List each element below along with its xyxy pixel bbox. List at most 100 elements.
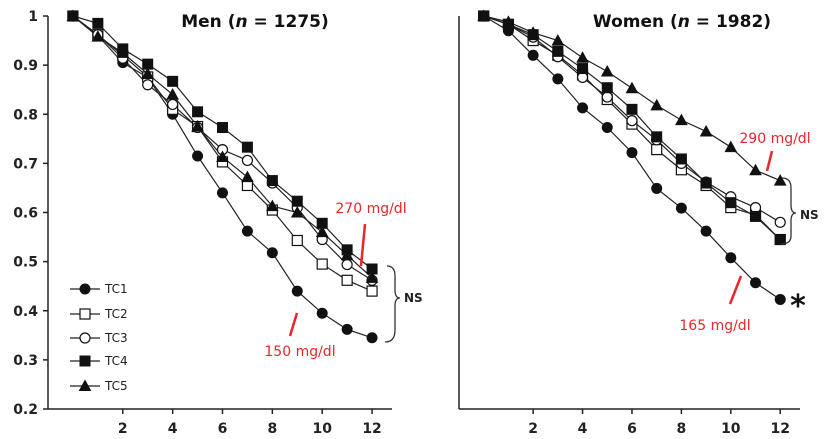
women-point-tc5	[477, 9, 491, 21]
legend-label-tc3: TC3	[104, 331, 128, 345]
women-165-pointer	[728, 275, 743, 305]
women-point-tc4	[552, 45, 564, 57]
men-x-ticks: 2 4 6 8 10 12	[118, 409, 382, 437]
women-point-tc5	[600, 64, 614, 77]
women-290-label: 290 mg/dl	[739, 131, 810, 147]
women-point-tc5	[526, 26, 540, 38]
men-point-tc5	[91, 30, 105, 42]
x-tick-label: 8	[677, 421, 687, 437]
men-point-tc2	[366, 285, 378, 297]
women-point-tc1	[651, 182, 663, 194]
men-point-tc5	[266, 199, 279, 212]
men-point-tc4	[192, 106, 204, 118]
x-tick-label: 4	[578, 421, 588, 437]
women-point-tc4	[750, 210, 762, 222]
women-point-tc1	[626, 147, 638, 159]
men-point-tc2	[316, 258, 328, 270]
y-tick-label: 0.7	[13, 156, 38, 172]
legend-label-tc5: TC5	[104, 379, 128, 393]
men-point-tc4	[266, 175, 278, 187]
legend-item-tc4: TC4	[70, 354, 128, 368]
y-tick-label: 0.9	[13, 58, 38, 74]
men-point-tc5	[216, 150, 229, 162]
x-tick-label: 12	[770, 421, 789, 437]
women-point-tc1	[577, 102, 589, 114]
x-tick-label: 2	[118, 421, 128, 437]
women-point-tc4	[626, 103, 638, 115]
y-tick-label: 1	[28, 9, 38, 25]
men-point-tc3	[142, 79, 154, 91]
legend-item-tc5: TC5	[70, 379, 128, 393]
women-point-tc3	[601, 91, 613, 103]
men-point-tc5	[340, 248, 354, 261]
men-point-tc5	[66, 9, 80, 21]
women-290-pointer	[765, 150, 774, 172]
legend-item-tc3: TC3	[70, 331, 128, 345]
men-ns-bracket	[384, 265, 401, 343]
men-point-tc5	[191, 119, 204, 132]
men-point-tc3	[241, 154, 254, 167]
x-tick-label: 2	[528, 421, 538, 437]
women-point-tc5	[773, 174, 787, 186]
women-point-tc2	[651, 144, 663, 156]
legend-item-tc1: TC1	[70, 282, 128, 296]
men-point-tc5	[116, 46, 130, 58]
women-point-tc4	[725, 197, 737, 209]
women-165-label: 165 mg/dl	[679, 318, 750, 334]
x-tick-label: 6	[218, 421, 228, 437]
women-point-tc4	[601, 82, 613, 94]
women-point-tc4	[675, 153, 687, 165]
women-point-tc4	[651, 131, 663, 143]
men-150-pointer	[288, 312, 299, 337]
y-tick-label: 0.5	[13, 255, 38, 271]
men-point-tc4	[92, 17, 104, 29]
men-point-tc1	[291, 285, 303, 297]
x-tick-label: 4	[168, 421, 178, 437]
x-tick-label: 10	[312, 421, 332, 437]
women-point-tc1	[527, 49, 539, 61]
women-point-tc5	[576, 51, 589, 63]
women-ns-bracket	[780, 177, 797, 245]
men-point-tc4	[241, 141, 253, 153]
x-tick-label: 6	[627, 421, 637, 437]
women-point-tc4	[700, 177, 712, 189]
y-tick-label: 0.6	[13, 206, 38, 222]
women-point-tc5	[502, 15, 515, 27]
y-tick-label: 0.2	[13, 402, 38, 418]
x-tick-label: 10	[721, 421, 741, 437]
men-point-tc5	[290, 205, 304, 218]
men-point-tc1	[316, 307, 328, 319]
y-tick-label: 0.3	[13, 353, 38, 369]
men-point-tc1	[366, 332, 378, 344]
women-point-tc4	[577, 63, 589, 75]
women-point-tc1	[750, 277, 762, 289]
x-tick-label: 8	[267, 421, 277, 437]
y-tick-label: 0.8	[13, 107, 38, 123]
men-150-label: 150 mg/dl	[264, 344, 335, 360]
men-chart-title: Men (n = 1275)	[181, 12, 329, 32]
legend-marker-tc2	[79, 308, 91, 320]
women-point-tc1	[774, 293, 786, 305]
women-point-tc5	[749, 163, 762, 176]
men-point-tc5	[241, 170, 254, 183]
women-point-tc5	[675, 113, 688, 126]
women-point-tc3	[626, 115, 638, 127]
women-point-tc1	[700, 225, 712, 237]
men-point-tc5	[315, 225, 329, 238]
legend-marker-tc5	[78, 379, 92, 391]
women-point-tc5	[551, 34, 565, 46]
women-point-tc1	[725, 252, 737, 264]
men-point-tc5	[166, 88, 179, 100]
men-point-tc4	[167, 75, 179, 87]
legend-item-tc2: TC2	[70, 307, 128, 321]
legend-label-tc4: TC4	[104, 354, 128, 368]
men-series-markers	[66, 9, 379, 344]
men-point-tc5	[365, 271, 379, 283]
men-270-pointer	[359, 223, 367, 267]
men-ns-label: NS	[404, 291, 423, 305]
men-point-tc5	[141, 67, 155, 79]
legend-label-tc1: TC1	[104, 282, 128, 296]
legend-marker-tc3	[79, 332, 91, 344]
men-point-tc1	[241, 225, 253, 237]
legend-label-tc2: TC2	[104, 307, 128, 321]
